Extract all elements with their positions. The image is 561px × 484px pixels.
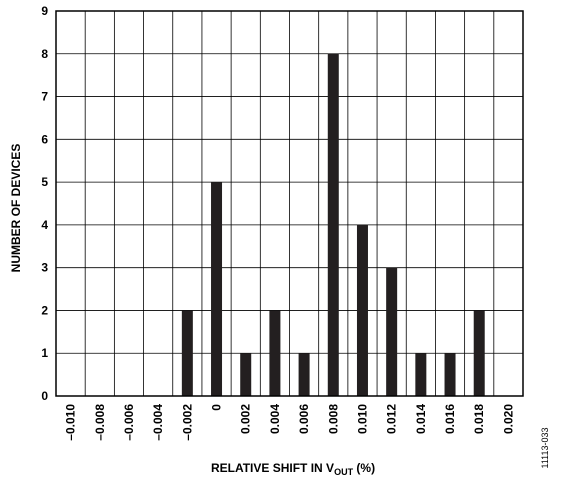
x-tick-label: 0.006 xyxy=(297,404,311,434)
x-tick-label: 0.008 xyxy=(326,404,340,434)
x-tick-label: 0.010 xyxy=(355,404,369,434)
x-axis-title-main: RELATIVE SHIFT IN V xyxy=(211,461,334,475)
x-axis-title-suffix: (%) xyxy=(353,461,375,475)
y-tick-label: 5 xyxy=(41,175,48,189)
y-tick-label: 6 xyxy=(41,132,48,146)
x-tick-label: –0.010 xyxy=(64,404,78,441)
x-tick-label: 0.002 xyxy=(239,404,253,434)
bar xyxy=(211,182,223,396)
x-tick-label: 0.014 xyxy=(414,404,428,434)
bar xyxy=(298,353,310,396)
x-axis-title-subscript: OUT xyxy=(334,467,354,477)
x-tick-label: –0.002 xyxy=(180,404,194,441)
bar xyxy=(181,310,193,396)
bar xyxy=(444,353,456,396)
y-tick-labels: 0 1 2 3 4 5 6 7 8 9 xyxy=(41,4,48,403)
bar xyxy=(240,353,252,396)
x-tick-label: 0.004 xyxy=(268,404,282,434)
y-tick-label: 8 xyxy=(41,47,48,61)
y-tick-label: 2 xyxy=(41,303,48,317)
bar xyxy=(356,224,368,396)
x-tick-label: 0.018 xyxy=(472,404,486,434)
bars xyxy=(181,53,485,397)
y-tick-label: 1 xyxy=(41,346,48,360)
grid-lines xyxy=(56,11,523,396)
bar xyxy=(327,53,339,397)
x-tick-label: –0.004 xyxy=(151,404,165,441)
x-tick-label: 0.016 xyxy=(443,404,457,434)
x-axis-title: RELATIVE SHIFT IN VOUT (%) xyxy=(211,461,375,477)
x-tick-label: –0.008 xyxy=(93,404,107,441)
figure-id: 11113-033 xyxy=(540,427,550,468)
y-tick-label: 0 xyxy=(41,389,48,403)
bar xyxy=(386,267,398,396)
bar xyxy=(415,353,427,396)
x-tick-label: –0.006 xyxy=(122,404,136,441)
y-tick-label: 9 xyxy=(41,4,48,18)
x-tick-label: 0.012 xyxy=(385,404,399,434)
bar xyxy=(473,310,485,396)
bar xyxy=(269,310,281,396)
x-tick-label: 0.020 xyxy=(501,404,515,434)
y-tick-label: 3 xyxy=(41,261,48,275)
y-axis-title: NUMBER OF DEVICES xyxy=(9,144,23,273)
x-tick-labels: –0.010 –0.008 –0.006 –0.004 –0.002 0 0.002 0.00… xyxy=(64,404,516,441)
x-tick-label: 0 xyxy=(210,404,224,411)
plot-frame xyxy=(55,10,524,397)
y-tick-label: 7 xyxy=(41,90,48,104)
y-tick-label: 4 xyxy=(41,218,48,232)
